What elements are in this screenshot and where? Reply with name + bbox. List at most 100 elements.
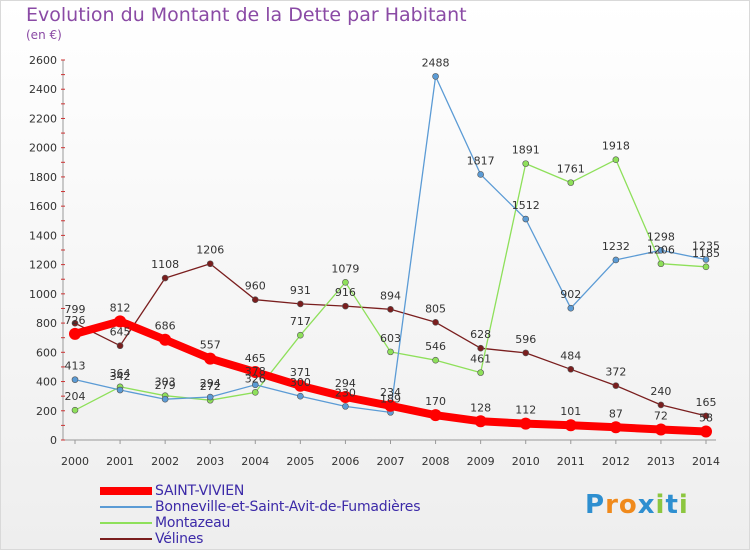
data-label: 484 — [560, 349, 581, 362]
y-tick-label: 1400 — [29, 229, 57, 242]
data-label: 603 — [380, 332, 401, 345]
x-tick-label: 2000 — [61, 455, 89, 468]
data-label: 372 — [605, 366, 626, 379]
data-label: 58 — [699, 412, 713, 425]
data-label: 1235 — [692, 240, 720, 253]
unit-label: (en €) — [26, 28, 62, 42]
data-point — [432, 319, 439, 326]
data-label: 1206 — [196, 244, 224, 257]
legend-label: Montazeau — [155, 515, 231, 531]
data-label: 72 — [654, 409, 668, 422]
data-point — [204, 352, 217, 365]
data-label: 234 — [380, 386, 401, 399]
x-tick-label: 2005 — [286, 455, 314, 468]
y-tick-label: 1000 — [29, 288, 57, 301]
data-point — [564, 419, 577, 432]
data-label: 931 — [290, 284, 311, 297]
data-point — [700, 425, 712, 438]
data-label: 272 — [200, 380, 221, 393]
data-label: 371 — [290, 366, 311, 379]
legend-item-bonneville: Bonneville-et-Saint-Avit-de-Fumadières — [100, 499, 421, 515]
data-label: 1512 — [512, 199, 540, 212]
data-point — [69, 327, 81, 340]
data-point — [567, 304, 575, 312]
data-label: 294 — [200, 377, 221, 390]
data-point — [251, 389, 259, 396]
data-label: 112 — [515, 404, 536, 417]
data-point — [342, 403, 349, 410]
y-tick-label: 2400 — [29, 83, 57, 96]
data-label: 916 — [335, 286, 356, 299]
data-point — [114, 315, 127, 328]
data-label: 1185 — [692, 247, 720, 260]
data-point — [206, 393, 214, 401]
legend: SAINT-VIVIEN Bonneville-et-Saint-Avit-de… — [100, 483, 421, 547]
x-tick-label: 2006 — [331, 455, 359, 468]
x-tick-label: 2007 — [377, 455, 405, 468]
data-label: 1891 — [512, 144, 540, 157]
legend-swatch — [100, 487, 152, 495]
data-point — [612, 256, 620, 264]
data-point — [387, 306, 394, 313]
legend-swatch — [100, 522, 152, 524]
data-point — [116, 342, 124, 350]
data-label: 726 — [65, 314, 86, 327]
chart-title: Evolution du Montant de la Dette par Hab… — [26, 4, 467, 26]
data-point — [657, 401, 665, 409]
x-tick-label: 2009 — [467, 455, 495, 468]
data-point — [297, 331, 304, 339]
logo-letter: i — [678, 490, 689, 520]
x-tick-label: 2003 — [196, 455, 224, 468]
legend-label: Bonneville-et-Saint-Avit-de-Fumadières — [155, 499, 421, 515]
data-point — [519, 417, 532, 430]
data-point — [159, 333, 172, 346]
logo-letter: P — [585, 490, 606, 520]
data-label: 628 — [470, 328, 491, 341]
logo-letter: i — [655, 490, 666, 520]
logo-letter: r — [605, 490, 619, 520]
x-tick-label: 2001 — [106, 455, 134, 468]
data-point — [249, 366, 262, 379]
data-point — [477, 344, 484, 352]
data-point — [342, 302, 349, 310]
data-label: 294 — [335, 377, 356, 390]
data-label: 960 — [245, 280, 266, 293]
data-point — [432, 73, 439, 80]
data-label: 1079 — [331, 262, 359, 275]
data-label: 279 — [155, 379, 176, 392]
y-tick-label: 200 — [36, 405, 57, 418]
data-point — [297, 300, 304, 308]
data-label: 189 — [380, 392, 401, 405]
data-point — [657, 246, 665, 254]
y-tick-label: 2200 — [29, 112, 57, 125]
data-point — [657, 260, 665, 268]
data-label: 2488 — [422, 56, 450, 69]
data-label: 165 — [696, 396, 717, 409]
data-point — [206, 260, 214, 268]
legend-label: Vélines — [155, 531, 204, 547]
legend-label: SAINT-VIVIEN — [155, 483, 245, 499]
data-label: 240 — [650, 385, 671, 398]
data-label: 1918 — [602, 140, 630, 153]
data-point — [702, 412, 710, 420]
data-label: 101 — [560, 405, 581, 418]
data-label: 1206 — [647, 244, 675, 257]
data-point — [474, 415, 487, 428]
y-tick-label: 1600 — [29, 200, 57, 213]
data-label: 557 — [200, 339, 221, 352]
data-label: 1298 — [647, 230, 675, 243]
data-label: 546 — [425, 340, 446, 353]
y-tick-label: 800 — [36, 317, 57, 330]
data-label: 812 — [110, 301, 131, 314]
data-label: 413 — [65, 360, 86, 373]
proxiti-logo: Proxiti — [585, 490, 689, 520]
data-point — [609, 421, 622, 434]
data-point — [71, 406, 79, 414]
y-tick-label: 400 — [36, 376, 57, 389]
y-tick-label: 1800 — [29, 171, 57, 184]
data-label: 717 — [290, 315, 311, 328]
data-point — [702, 263, 710, 271]
data-label: 799 — [65, 303, 86, 316]
data-point — [116, 386, 124, 394]
